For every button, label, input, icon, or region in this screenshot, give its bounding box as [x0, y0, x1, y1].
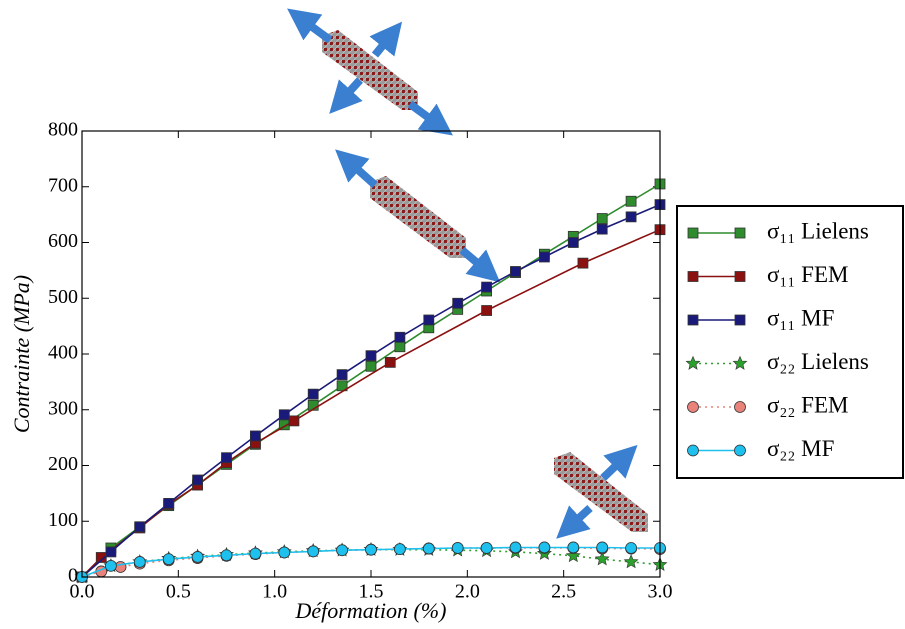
marker [596, 541, 609, 554]
marker [422, 542, 435, 555]
marker [625, 211, 637, 223]
marker [594, 551, 610, 566]
illustration [287, 8, 648, 539]
x-axis-label: Déformation (%) [295, 598, 447, 623]
y-axis-label: Contrainte (MPa) [9, 275, 34, 433]
marker [394, 331, 406, 343]
y-tick-label: 600 [48, 230, 78, 252]
marker [539, 251, 550, 263]
marker [133, 556, 146, 568]
marker [625, 542, 637, 554]
marker [538, 541, 551, 554]
y-tick-label: 400 [48, 342, 78, 364]
marker [220, 549, 233, 562]
legend-label: σ₁₁ Lielens [767, 218, 869, 243]
y-tick-label: 500 [48, 286, 78, 308]
marker [687, 227, 699, 239]
x-tick-label: 3.0 [648, 581, 673, 603]
marker [365, 350, 377, 362]
marker [623, 554, 639, 569]
marker [105, 559, 117, 572]
marker [307, 388, 319, 400]
marker [734, 444, 746, 457]
marker [577, 257, 589, 269]
marker [249, 547, 262, 560]
marker [732, 355, 748, 370]
legend-label: σ₂₂ Lielens [767, 349, 869, 374]
marker [162, 553, 175, 566]
marker [734, 227, 746, 239]
legend [676, 205, 904, 479]
marker [687, 271, 699, 282]
marker [734, 271, 746, 282]
marker [134, 521, 146, 533]
x-tick-label: 0.5 [166, 581, 191, 603]
marker [734, 401, 746, 413]
marker [384, 356, 396, 368]
y-tick-label: 0 [68, 565, 78, 587]
marker [480, 542, 493, 554]
x-tick-label: 2.0 [455, 581, 480, 603]
marker [567, 237, 579, 248]
marker [509, 541, 522, 554]
marker [191, 551, 204, 563]
marker [288, 415, 300, 427]
marker [163, 498, 175, 509]
marker [95, 552, 107, 563]
marker [565, 548, 581, 563]
marker [510, 266, 521, 277]
y-tick-label: 200 [48, 453, 78, 475]
marker [734, 314, 746, 326]
marker [336, 544, 349, 557]
x-tick-label: 1.0 [262, 581, 287, 603]
marker [625, 195, 637, 207]
marker [451, 542, 464, 554]
marker [567, 541, 580, 554]
marker [596, 223, 608, 235]
marker [365, 360, 377, 372]
marker [687, 314, 699, 326]
marker [365, 543, 377, 556]
legend-label: σ₁₁ MF [767, 305, 834, 330]
marker [192, 474, 204, 486]
legend-label: σ₂₂ MF [767, 436, 834, 461]
x-tick-label: 2.5 [551, 581, 576, 603]
marker [307, 545, 320, 558]
marker [423, 314, 435, 326]
y-tick-label: 800 [48, 119, 78, 141]
marker [452, 297, 464, 309]
legend-label: σ₂₂ FEM [767, 392, 848, 417]
y-tick-label: 700 [48, 174, 78, 196]
y-tick-label: 300 [48, 397, 78, 419]
marker [278, 409, 290, 421]
marker [394, 341, 406, 353]
marker [105, 546, 117, 558]
y-tick-label: 100 [48, 509, 78, 531]
marker [221, 452, 232, 464]
marker [481, 305, 493, 316]
marker [278, 546, 291, 559]
marker [481, 281, 493, 293]
marker [685, 355, 701, 370]
marker [249, 430, 261, 442]
marker [687, 444, 699, 457]
marker [596, 213, 608, 224]
x-tick-label: 0.0 [70, 581, 95, 603]
legend-label: σ₁₁ FEM [767, 262, 848, 287]
marker [336, 369, 348, 381]
plot-frame [81, 130, 661, 578]
marker [393, 543, 406, 556]
x-tick-label: 1.5 [359, 581, 384, 603]
marker [687, 401, 699, 413]
